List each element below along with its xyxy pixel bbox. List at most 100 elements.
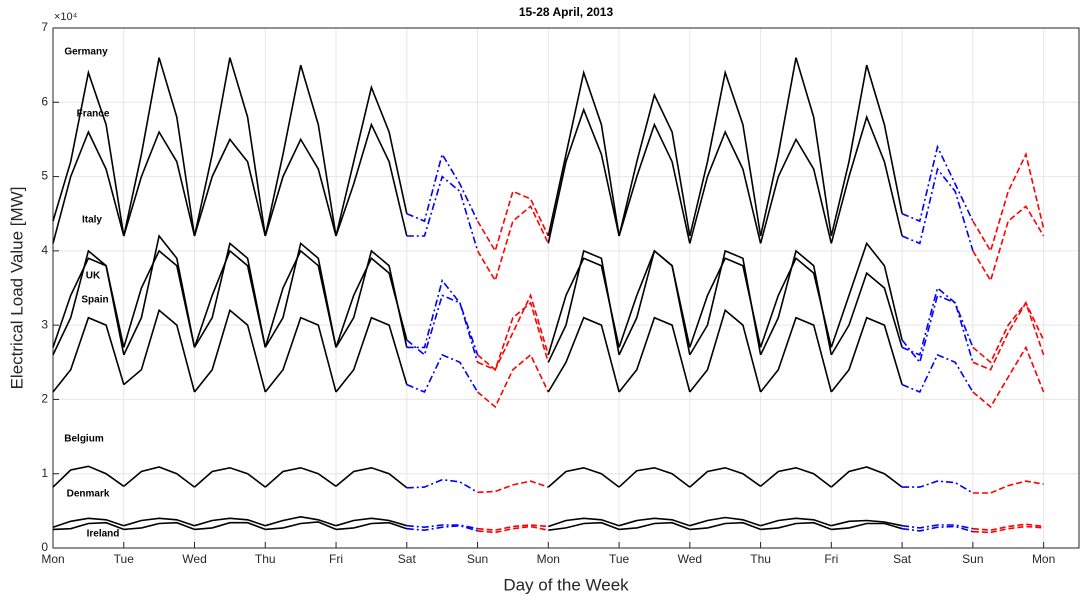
series-line (618, 122, 691, 244)
series-line (193, 466, 266, 488)
y-axis-label: Electrical Load Value [MW] (7, 187, 26, 390)
series-line (123, 249, 196, 348)
series-label: Ireland (87, 529, 120, 540)
series-line (406, 353, 479, 394)
series-line (123, 308, 196, 393)
series-line (406, 278, 479, 356)
x-tick-label: Mon (41, 552, 64, 566)
series-line (618, 517, 691, 527)
series-line (830, 316, 903, 393)
series-line (972, 480, 1044, 494)
series-label: Germany (64, 47, 108, 58)
series-line (830, 64, 903, 237)
series-line (335, 122, 408, 237)
series-line (759, 316, 833, 393)
series-line (264, 241, 337, 348)
x-tick-label: Mon (537, 552, 560, 566)
series-line (265, 521, 337, 531)
x-tick-label: Wed (182, 552, 206, 566)
series-line (477, 480, 549, 494)
series-line (972, 205, 1045, 283)
series-line (264, 64, 337, 237)
series-line (406, 175, 479, 252)
series-line (902, 525, 974, 533)
x-tick-label: Fri (329, 552, 343, 566)
series-line (193, 241, 267, 348)
series-line (618, 92, 691, 237)
y-exponent: ×10⁴ (54, 11, 78, 23)
series-line (406, 152, 479, 223)
series-line (52, 130, 125, 244)
series-line (618, 249, 691, 348)
series-line (759, 257, 833, 348)
series-line (618, 316, 691, 393)
series-label: France (77, 109, 110, 120)
series-line (547, 466, 620, 488)
series-line (264, 137, 337, 237)
x-tick-label: Thu (750, 552, 771, 566)
series-line (618, 466, 691, 488)
series-line (547, 69, 620, 237)
y-tick-label: 7 (41, 20, 48, 34)
series-line (759, 57, 833, 237)
series-line (123, 521, 195, 531)
series-label: Belgium (64, 434, 104, 445)
series-line (52, 517, 125, 528)
x-axis-label: Day of the Week (503, 575, 629, 594)
series-line (52, 465, 125, 488)
series-line (406, 524, 478, 532)
series-line (123, 466, 195, 488)
series-line (264, 316, 337, 393)
series-line (831, 519, 903, 527)
series-line (901, 144, 974, 223)
x-tick-label: Sun (962, 552, 983, 566)
y-tick-label: 2 (41, 392, 48, 406)
y-tick-label: 5 (41, 169, 48, 183)
series-line (52, 316, 125, 393)
series-line (902, 524, 974, 530)
series-line (193, 249, 267, 348)
series-line (406, 294, 479, 363)
y-tick-label: 4 (41, 243, 48, 257)
series-line (406, 524, 478, 530)
series-line (689, 521, 761, 531)
series-label: Italy (82, 215, 102, 226)
series-line (901, 294, 974, 365)
x-tick-label: Sat (398, 552, 417, 566)
y-tick-label: 3 (41, 317, 48, 331)
series-line (547, 107, 620, 244)
x-tick-label: Sat (893, 552, 912, 566)
series-line (123, 517, 195, 527)
series-line (477, 293, 550, 371)
series-line (193, 137, 267, 237)
series-line (476, 190, 550, 253)
y-tick-label: 0 (41, 540, 48, 554)
series-line (830, 241, 903, 348)
series-line (760, 466, 832, 488)
axes-box (52, 27, 1080, 549)
series-label: Spain (81, 295, 108, 306)
series-line (194, 521, 266, 531)
series-line (689, 466, 762, 488)
series-line (760, 521, 832, 531)
series-line (335, 466, 408, 489)
series-line (477, 524, 549, 532)
series-line (972, 301, 1045, 364)
series-line (831, 522, 903, 531)
series-line (972, 525, 1044, 534)
series-line (972, 523, 1044, 532)
series-line (335, 257, 408, 348)
series-line (335, 517, 408, 527)
series-line (689, 130, 762, 244)
x-tick-label: Tue (609, 552, 630, 566)
series-line (123, 234, 196, 356)
x-tick-label: Fri (824, 552, 838, 566)
series-line (335, 521, 408, 531)
series-line (52, 521, 125, 531)
series-line (477, 353, 550, 409)
series-line (830, 114, 903, 244)
series-line (689, 69, 762, 237)
x-tick-label: Tue (114, 552, 135, 566)
series-line (759, 137, 833, 244)
